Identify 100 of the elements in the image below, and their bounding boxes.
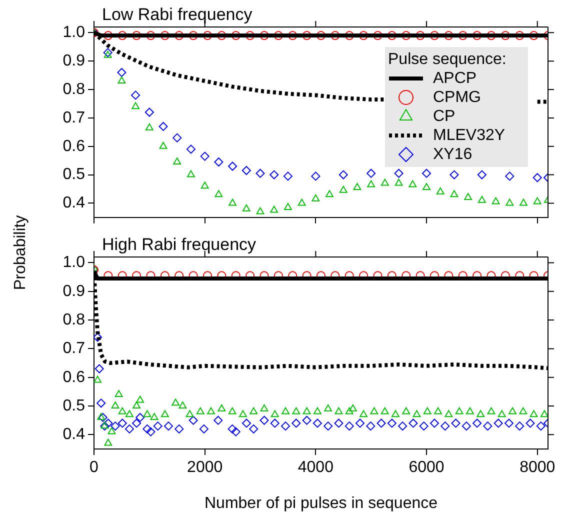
point <box>249 424 258 434</box>
point <box>242 166 251 176</box>
point <box>132 402 141 409</box>
x-tick-label: 4000 <box>298 459 334 476</box>
point <box>434 407 442 414</box>
point <box>282 407 290 414</box>
point <box>345 407 354 414</box>
point <box>515 422 524 431</box>
point <box>430 418 439 428</box>
point <box>298 198 306 206</box>
point <box>146 427 156 436</box>
point <box>338 170 348 180</box>
point <box>324 422 333 431</box>
point <box>366 168 376 178</box>
point <box>94 376 102 383</box>
point <box>520 198 528 206</box>
point <box>532 173 542 182</box>
point <box>419 422 428 431</box>
point <box>476 410 485 418</box>
point <box>324 404 332 412</box>
point <box>376 418 386 428</box>
y-axis-title: Probability <box>12 215 30 290</box>
chart-title: High Rabi frequency <box>102 235 257 254</box>
point <box>256 168 265 178</box>
point <box>387 418 396 428</box>
point <box>422 183 430 190</box>
point <box>187 170 195 178</box>
point <box>104 438 112 446</box>
point <box>228 198 237 206</box>
point <box>114 390 123 398</box>
point <box>412 410 421 418</box>
point <box>159 142 168 149</box>
point <box>462 422 471 431</box>
point <box>292 418 301 428</box>
point <box>312 418 322 428</box>
point <box>124 424 134 434</box>
point <box>96 398 106 408</box>
point <box>302 407 311 414</box>
point <box>284 202 292 210</box>
point <box>311 172 320 181</box>
point <box>196 407 204 414</box>
point <box>132 102 140 110</box>
point <box>110 422 120 431</box>
point <box>260 404 268 412</box>
point <box>228 407 236 414</box>
point <box>94 364 104 374</box>
y-tick-label: 0.7 <box>62 109 86 126</box>
point <box>239 410 247 418</box>
point <box>292 407 300 414</box>
y-tick-label: 0.8 <box>62 80 86 98</box>
point <box>228 424 237 434</box>
point <box>334 418 344 428</box>
point <box>492 197 500 204</box>
point <box>153 422 162 431</box>
y-tick-label: 1.0 <box>62 254 86 272</box>
x-tick-label: 6000 <box>408 459 444 476</box>
point <box>408 418 418 428</box>
point <box>242 418 252 428</box>
point <box>97 412 106 420</box>
y-tick-label: 0.4 <box>62 194 86 212</box>
point <box>214 416 223 425</box>
point <box>402 407 410 414</box>
point <box>533 197 542 204</box>
point <box>440 422 450 431</box>
point <box>422 168 432 178</box>
point <box>464 193 472 200</box>
point <box>370 407 378 414</box>
point <box>394 178 403 186</box>
point <box>108 427 116 434</box>
point <box>164 422 173 431</box>
point <box>172 398 180 406</box>
point <box>136 412 145 422</box>
x-tick-label: 2000 <box>187 459 223 476</box>
point <box>436 187 444 194</box>
point <box>281 422 290 431</box>
y-tick-label: 0.6 <box>62 138 86 155</box>
point <box>526 418 535 428</box>
point <box>160 410 169 418</box>
point <box>506 198 514 206</box>
point <box>178 402 187 409</box>
point <box>199 424 208 434</box>
point <box>339 186 348 193</box>
point <box>186 410 194 418</box>
point <box>366 422 376 431</box>
point <box>218 404 226 412</box>
legend-label: XY16 <box>433 146 472 163</box>
legend-label: MLEV32Y <box>433 126 506 144</box>
point <box>302 416 312 425</box>
x-tick-label: 0 <box>90 459 99 476</box>
point <box>118 407 126 414</box>
point <box>173 157 182 164</box>
point <box>478 196 486 203</box>
point <box>477 170 486 180</box>
point <box>380 407 389 414</box>
point <box>228 162 238 171</box>
point <box>200 152 210 161</box>
point <box>143 410 152 418</box>
y-tick-label: 0.9 <box>62 282 86 300</box>
point <box>214 157 224 166</box>
legend-title: Pulse sequence: <box>388 50 506 68</box>
